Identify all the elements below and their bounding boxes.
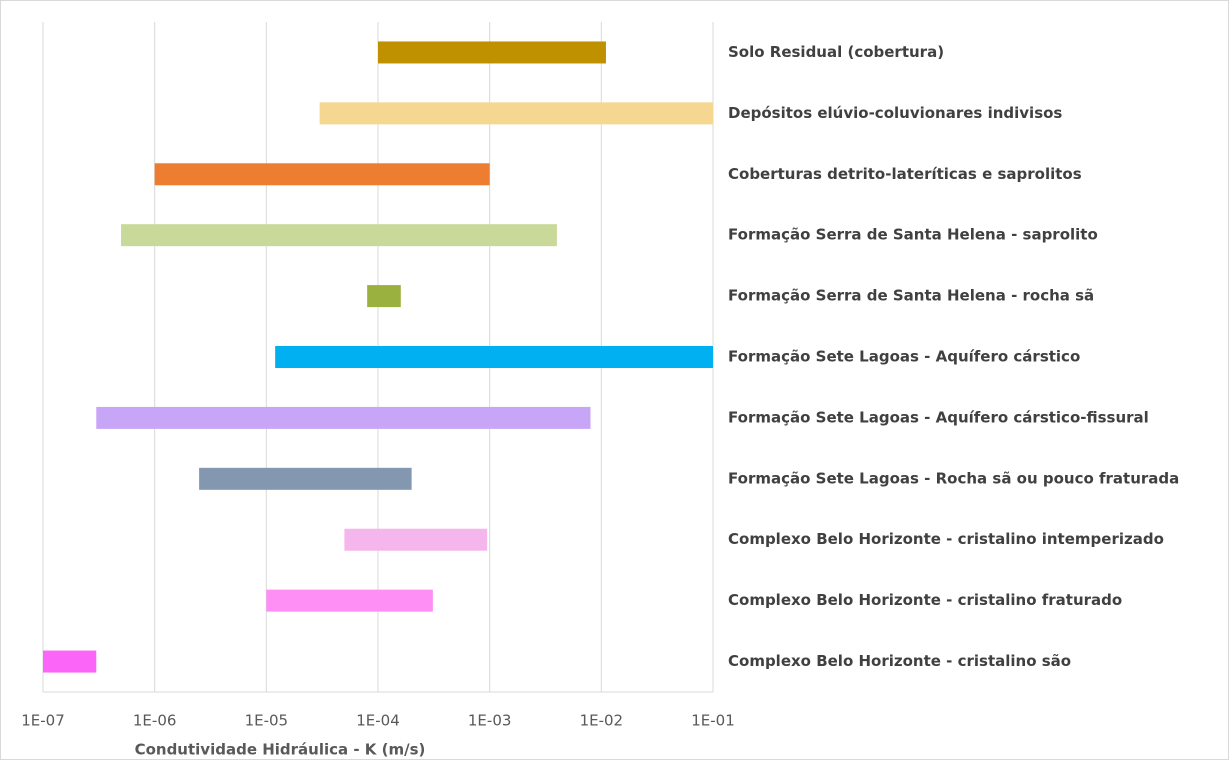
category-label: Coberturas detrito-lateríticas e saproli… [728,165,1082,183]
bar [275,346,713,368]
category-label: Complexo Belo Horizonte - cristalino são [728,652,1071,670]
bar [121,224,557,247]
bar [154,163,490,186]
bar [96,406,591,429]
bar [199,467,412,490]
bar [319,102,713,125]
bar [378,41,606,64]
category-label: Formação Sete Lagoas - Aquífero cárstico [728,348,1080,366]
x-tick-label: 1E-03 [468,712,512,730]
category-label: Formação Sete Lagoas - Rocha sã ou pouco… [728,469,1179,487]
category-label: Depósitos elúvio-coluvionares indivisos [728,104,1062,122]
x-tick-label: 1E-04 [356,712,400,730]
category-label: Solo Residual (cobertura) [728,43,944,61]
category-label: Formação Serra de Santa Helena - rocha s… [728,287,1094,305]
category-label: Formação Sete Lagoas - Aquífero cárstico… [728,408,1149,426]
x-tick-label: 1E-05 [245,712,289,730]
category-label: Complexo Belo Horizonte - cristalino int… [728,530,1164,548]
x-tick-label: 1E-06 [133,712,177,730]
category-label: Formação Serra de Santa Helena - saproli… [728,226,1098,244]
category-label: Complexo Belo Horizonte - cristalino fra… [728,591,1122,609]
x-tick-label: 1E-01 [691,712,735,730]
bar [344,528,488,551]
bar [43,650,97,673]
bar [266,589,433,612]
x-tick-label: 1E-02 [580,712,624,730]
x-axis-title: Condutividade Hidráulica - K (m/s) [135,741,426,759]
bar [367,285,401,308]
x-tick-label: 1E-07 [21,712,65,730]
